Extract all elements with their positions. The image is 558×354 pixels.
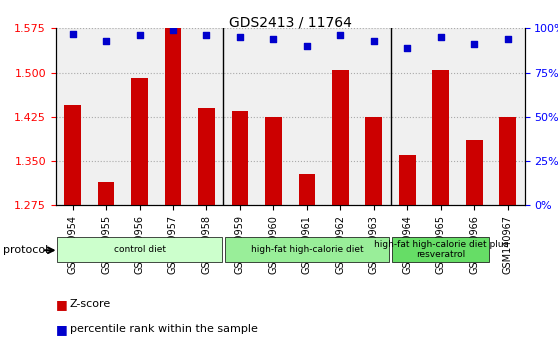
Point <box>135 33 144 38</box>
Point <box>202 33 211 38</box>
Text: percentile rank within the sample: percentile rank within the sample <box>70 324 258 334</box>
Point <box>235 34 244 40</box>
Text: protocol: protocol <box>3 245 48 255</box>
Bar <box>299 174 315 354</box>
Bar <box>332 70 349 354</box>
Bar <box>64 105 81 354</box>
Point <box>336 33 345 38</box>
Point <box>102 38 110 44</box>
Point <box>470 41 479 47</box>
Point <box>436 34 445 40</box>
FancyBboxPatch shape <box>225 237 389 262</box>
Bar <box>499 117 516 354</box>
Bar <box>466 141 483 354</box>
Point <box>269 36 278 42</box>
Bar <box>232 111 248 354</box>
Bar <box>98 182 114 354</box>
Text: GDS2413 / 11764: GDS2413 / 11764 <box>229 16 352 30</box>
Bar <box>131 79 148 354</box>
Point <box>503 36 512 42</box>
FancyBboxPatch shape <box>57 237 222 262</box>
Point <box>403 45 412 51</box>
Bar <box>432 70 449 354</box>
Bar <box>399 155 416 354</box>
Bar <box>365 117 382 354</box>
Bar <box>265 117 282 354</box>
Point <box>369 38 378 44</box>
Text: ■: ■ <box>56 323 68 336</box>
Text: control diet: control diet <box>113 245 166 254</box>
Bar <box>165 28 181 354</box>
Text: high-fat high-calorie diet plus
resveratrol: high-fat high-calorie diet plus resverat… <box>374 240 508 259</box>
Point <box>68 31 77 36</box>
Bar <box>198 108 215 354</box>
Point <box>169 27 177 33</box>
Text: Z-score: Z-score <box>70 299 111 309</box>
Point <box>302 43 311 49</box>
Text: ■: ■ <box>56 298 68 311</box>
Text: high-fat high-calorie diet: high-fat high-calorie diet <box>251 245 363 254</box>
FancyBboxPatch shape <box>392 237 489 262</box>
